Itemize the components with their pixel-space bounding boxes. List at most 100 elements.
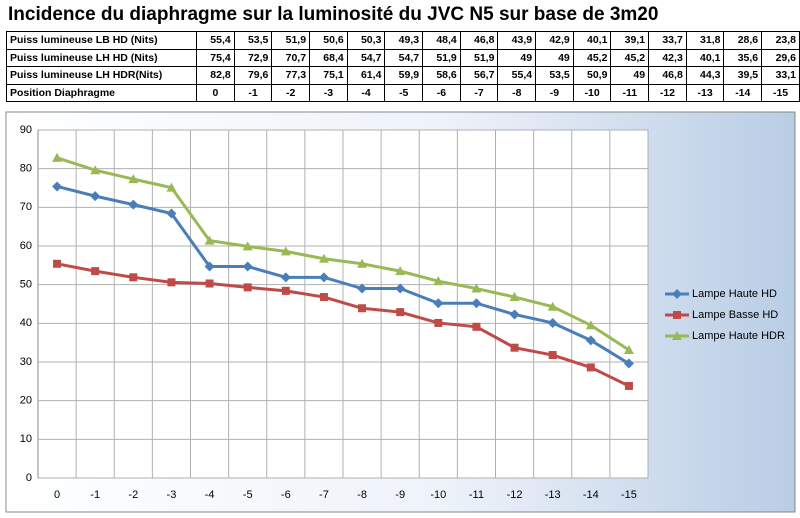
marker — [242, 261, 253, 272]
table-cell: -14 — [723, 83, 763, 102]
marker — [623, 358, 634, 369]
legend-label: Lampe Haute HDR — [692, 330, 785, 342]
marker — [433, 298, 444, 309]
table-cell: 48,4 — [422, 31, 461, 50]
x-tick-label: -7 — [319, 489, 329, 501]
series-line — [56, 262, 630, 388]
table-cell: -11 — [610, 83, 650, 102]
marker — [242, 241, 253, 251]
legend-label: Lampe Haute HD — [692, 288, 777, 300]
table-cell: 45,2 — [610, 48, 650, 67]
marker — [91, 267, 100, 276]
row-label: Position Diaphragme — [5, 83, 198, 102]
marker — [166, 208, 177, 219]
marker — [128, 199, 139, 210]
y-tick-label: 40 — [20, 317, 32, 329]
marker — [472, 322, 481, 331]
table-cell: 55,4 — [196, 31, 235, 50]
table-cell: -13 — [685, 83, 725, 102]
marker — [53, 259, 62, 268]
table-cell: 40,1 — [685, 48, 725, 67]
marker — [90, 191, 101, 202]
marker — [471, 298, 482, 309]
table-row: Position Diaphragme 0 -1 -2 -3 -4 -5 -6 -7 -8 -9 -1… — [5, 83, 800, 102]
y-tick-label: 60 — [20, 240, 32, 252]
series-line — [56, 156, 630, 352]
page-title: Incidence du diaphragme sur la luminosit… — [8, 4, 659, 25]
marker — [204, 261, 215, 272]
data-table: Puiss lumineuse LB HD (Nits) 55,4 53,5 51,9… — [5, 31, 800, 102]
table-cell: 45,2 — [572, 48, 612, 67]
y-tick-label: 30 — [20, 356, 32, 368]
marker — [509, 292, 520, 302]
y-tick-label: 80 — [20, 163, 32, 175]
marker — [673, 311, 681, 319]
marker — [280, 272, 291, 283]
marker — [357, 258, 368, 268]
marker — [624, 381, 633, 390]
table-cell: 79,6 — [233, 66, 273, 85]
y-tick-label: 70 — [20, 201, 32, 213]
table-cell: 77,3 — [271, 66, 311, 85]
marker — [318, 272, 329, 283]
marker — [510, 343, 519, 352]
marker — [547, 301, 558, 311]
y-tick-label: 20 — [20, 395, 32, 407]
x-tick-label: -8 — [357, 489, 367, 501]
x-tick-label: -15 — [621, 489, 637, 501]
table-cell: 33,1 — [761, 66, 800, 85]
marker — [90, 165, 101, 175]
table-cell: 35,6 — [723, 48, 763, 67]
marker — [395, 266, 406, 276]
y-tick-label: 10 — [20, 433, 32, 445]
x-tick-label: -6 — [281, 489, 291, 501]
marker — [672, 289, 682, 299]
x-tick-label: -14 — [583, 489, 599, 501]
marker — [433, 276, 444, 286]
x-tick-label: 0 — [54, 489, 60, 501]
legend-label: Lampe Basse HD — [692, 309, 778, 321]
marker — [319, 293, 328, 302]
marker — [281, 286, 290, 295]
marker — [243, 283, 252, 292]
marker — [585, 320, 596, 330]
marker — [129, 273, 138, 282]
marker — [547, 317, 558, 328]
x-tick-label: -9 — [395, 489, 405, 501]
marker — [166, 182, 177, 192]
marker — [358, 304, 367, 313]
marker — [167, 278, 176, 287]
marker — [280, 246, 291, 256]
y-tick-label: 0 — [26, 472, 32, 484]
table-row: Puiss lumineuse LH HDR(Nits) 82,8 79,6 77,3… — [5, 66, 800, 85]
x-tick-label: -2 — [128, 489, 138, 501]
marker — [672, 331, 682, 340]
y-tick-label: 90 — [20, 124, 32, 136]
table-cell: 72,9 — [233, 48, 273, 67]
table-cell: -10 — [572, 83, 612, 102]
marker — [395, 283, 406, 294]
marker — [52, 152, 63, 162]
x-tick-label: -5 — [243, 489, 253, 501]
table-cell: -15 — [761, 83, 800, 102]
marker — [434, 318, 443, 327]
marker — [509, 309, 520, 320]
x-tick-label: -13 — [545, 489, 561, 501]
x-tick-label: -1 — [90, 489, 100, 501]
table-cell: 42,3 — [648, 48, 687, 67]
marker — [357, 283, 368, 294]
table-cell: 75,1 — [309, 66, 348, 85]
marker — [128, 174, 139, 184]
marker — [52, 181, 63, 192]
marker — [585, 335, 596, 346]
table-cell: 50,3 — [346, 31, 386, 50]
table-cell: 55,4 — [497, 66, 537, 85]
table-cell: -7 — [459, 83, 499, 102]
marker — [318, 253, 329, 263]
marker — [623, 345, 634, 355]
y-tick-label: 50 — [20, 279, 32, 291]
series-line — [56, 184, 630, 365]
marker — [586, 363, 595, 372]
